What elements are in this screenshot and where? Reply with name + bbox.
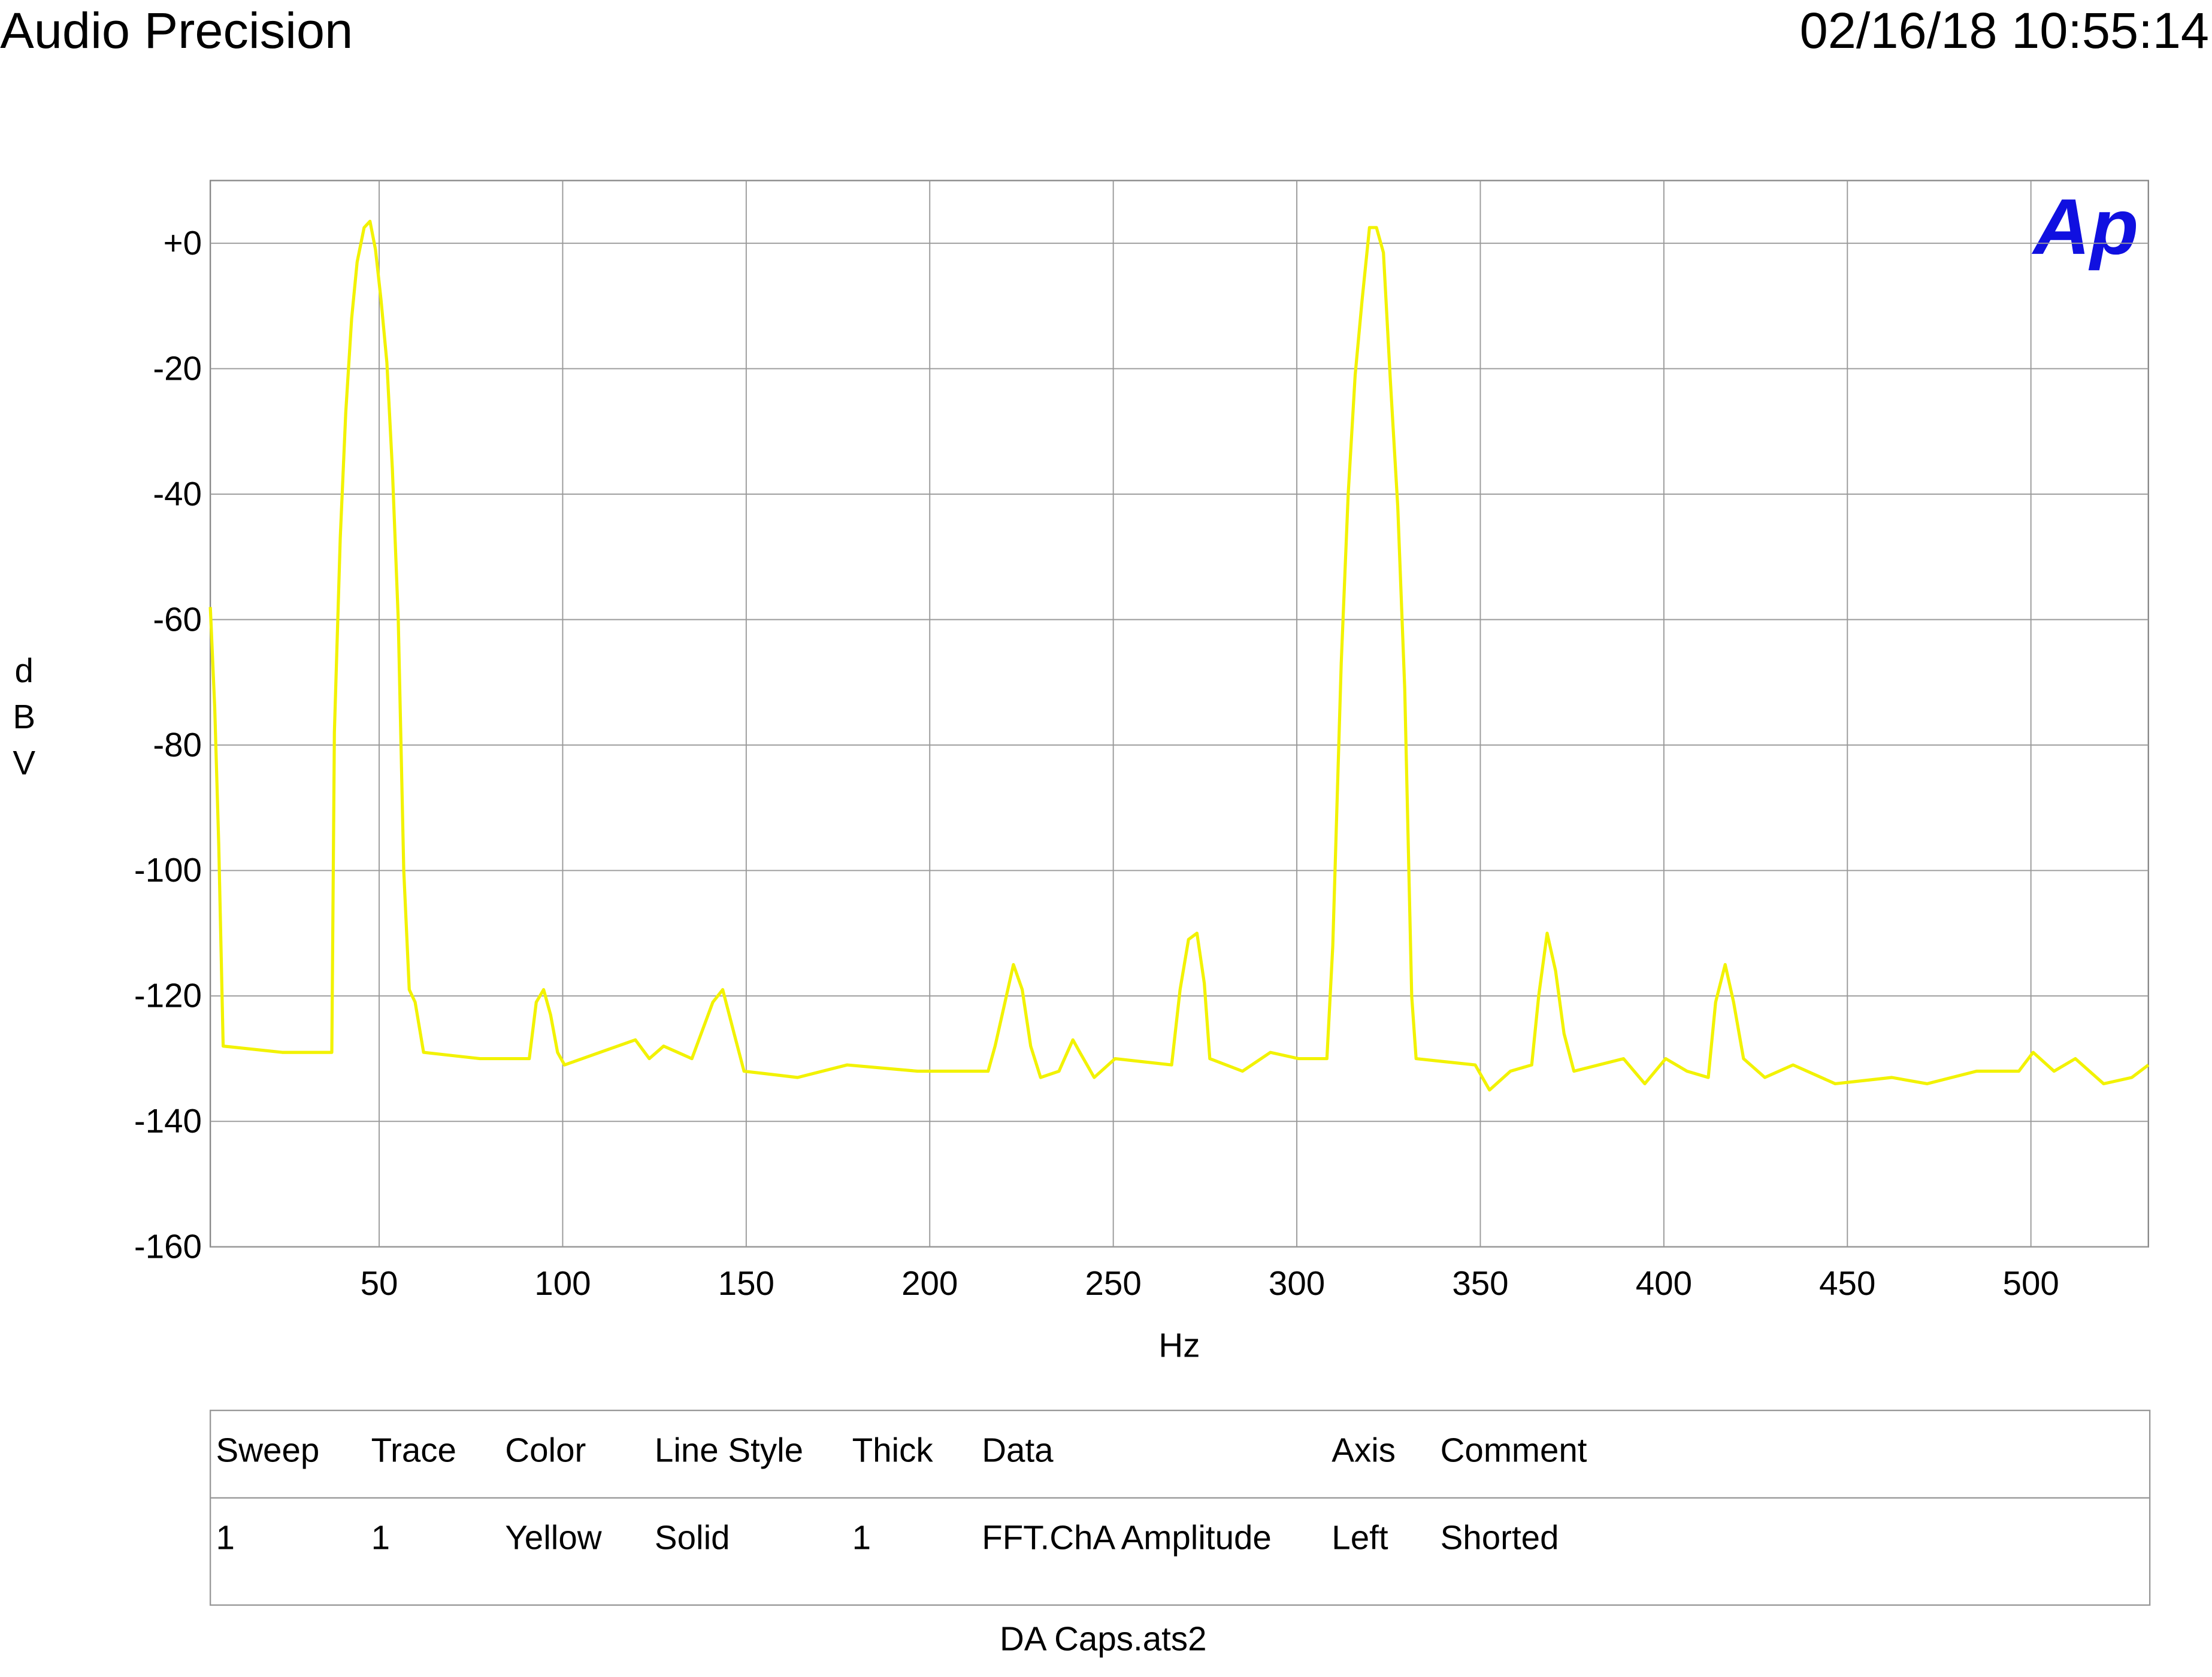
y-tick-label: -160 (134, 1228, 202, 1266)
x-tick-label: 200 (901, 1264, 958, 1302)
table-header-cell: Line Style (655, 1431, 803, 1469)
table-cell: 1 (371, 1518, 390, 1556)
y-tick-label: -80 (153, 726, 202, 764)
y-tick-label: -60 (153, 600, 202, 638)
table-header-cell: Trace (371, 1431, 456, 1469)
plot-frame (209, 180, 2149, 1248)
y-tick-label: -140 (134, 1102, 202, 1140)
x-tick-label: 350 (1452, 1264, 1508, 1302)
table-cell: 1 (216, 1518, 235, 1556)
grid: +0 -20 -40 -60 -80 -100 -120 -140 -160 50 100 150 20… (134, 180, 2149, 1302)
x-tick-label: 50 (361, 1264, 398, 1302)
y-tick-label: +0 (164, 224, 202, 262)
x-axis-label: Hz (1158, 1326, 1200, 1364)
legend-table (209, 1409, 2151, 1606)
y-tick-label: -100 (134, 851, 202, 889)
timestamp: 02/16/18 10:55:14 (1800, 2, 2209, 59)
y-tick-label: -20 (153, 349, 202, 387)
table-header-cell: Sweep (216, 1431, 320, 1469)
table-header-cell: Thick (852, 1431, 934, 1469)
x-tick-label: 100 (534, 1264, 591, 1302)
table-header-cell: Comment (1441, 1431, 1587, 1469)
table-cell: 1 (852, 1518, 871, 1556)
table-header-cell: Color (505, 1431, 586, 1469)
y-tick-label: -40 (153, 475, 202, 513)
x-tick-label: 500 (2003, 1264, 2059, 1302)
x-tick-label: 300 (1269, 1264, 1325, 1302)
trace (208, 219, 2150, 1092)
y-tick-label: -120 (134, 977, 202, 1015)
x-tick-label: 450 (1819, 1264, 1875, 1302)
x-tick-label: 250 (1085, 1264, 1142, 1302)
logo: Ap (2032, 183, 2139, 271)
marks (208, 219, 2150, 1092)
file-name: DA Caps.ats2 (1000, 1620, 1206, 1657)
table-cell: Yellow (505, 1518, 601, 1556)
table-header-cell: Axis (1332, 1431, 1396, 1469)
table-cells: Sweep Trace Color Line Style Thick Data Axis Co… (216, 1431, 1587, 1556)
x-tick-label: 400 (1636, 1264, 1692, 1302)
table-cell: Solid (655, 1518, 730, 1556)
table-cell: FFT.ChA Amplitude (982, 1518, 1272, 1556)
x-tick-label: 150 (718, 1264, 774, 1302)
y-axis-label: dBV (5, 652, 43, 790)
app-title: Audio Precision (0, 2, 353, 59)
table-header-cell: Data (982, 1431, 1054, 1469)
table-cell: Left (1332, 1518, 1388, 1556)
table-cell: Shorted (1441, 1518, 1559, 1556)
